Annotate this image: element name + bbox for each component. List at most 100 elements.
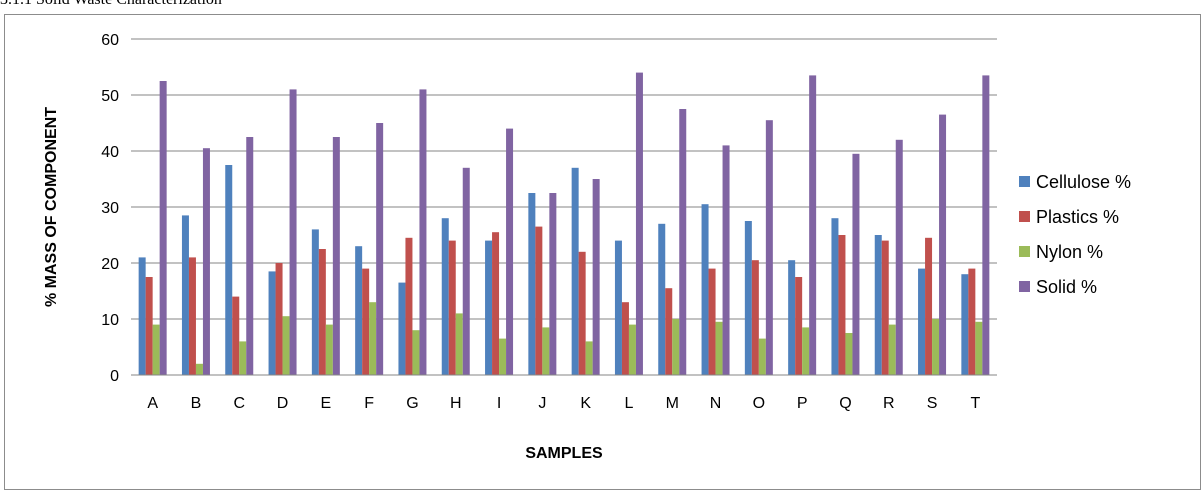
bar — [549, 193, 557, 375]
x-tick-label: K — [580, 395, 591, 412]
bar — [441, 218, 449, 375]
bar — [188, 257, 196, 375]
bar — [765, 120, 773, 375]
bar — [145, 277, 153, 375]
y-tick-label: 0 — [110, 368, 119, 385]
legend-label: Cellulose % — [1036, 172, 1131, 192]
x-tick-label: J — [538, 395, 546, 412]
bar — [332, 137, 340, 375]
legend-swatch — [1019, 176, 1030, 187]
x-axis-title: SAMPLES — [525, 445, 603, 462]
y-tick-label: 40 — [101, 144, 119, 161]
bar — [376, 123, 384, 375]
bar — [492, 232, 500, 375]
y-tick-label: 50 — [101, 88, 119, 105]
bar — [845, 333, 853, 375]
x-tick-label: C — [233, 395, 245, 412]
bar — [708, 268, 716, 375]
x-tick-label: E — [321, 395, 332, 412]
y-axis-ticks: 0 10 20 30 40 50 60 — [101, 32, 119, 385]
bar — [398, 282, 406, 375]
bar — [758, 338, 766, 375]
y-tick-label: 20 — [101, 256, 119, 273]
bar — [809, 75, 817, 376]
bar — [485, 240, 493, 375]
bar — [202, 148, 210, 375]
legend-label: Solid % — [1036, 277, 1097, 297]
bar — [614, 240, 622, 375]
x-tick-label: R — [883, 395, 895, 412]
legend-label: Nylon % — [1036, 242, 1103, 262]
bar — [895, 139, 903, 375]
x-tick-label: S — [927, 395, 938, 412]
bar — [715, 321, 723, 375]
bar — [628, 324, 636, 375]
x-tick-label: G — [406, 395, 418, 412]
bar — [355, 246, 363, 375]
chart-frame: 0 10 20 30 40 50 60 A B C D E F G H I J K L M N O P Q R S T % MAS… — [4, 14, 1201, 490]
bar — [888, 324, 896, 375]
x-tick-label: H — [450, 395, 462, 412]
gridlines — [131, 38, 997, 320]
bar — [275, 263, 283, 375]
bar — [939, 114, 947, 375]
bar — [159, 81, 167, 375]
bar — [325, 324, 333, 375]
x-tick-label: A — [147, 395, 158, 412]
legend-swatch — [1019, 246, 1030, 257]
bar-chart: 0 10 20 30 40 50 60 A B C D E F G H I J K L M N O P Q R S T % MAS… — [43, 32, 1131, 462]
bar — [621, 302, 629, 375]
x-tick-label: P — [797, 395, 808, 412]
bar — [506, 128, 514, 375]
bar — [282, 316, 290, 375]
y-tick-label: 60 — [101, 32, 119, 49]
legend-swatch — [1019, 211, 1030, 222]
bar — [571, 167, 579, 375]
x-tick-label: B — [191, 395, 202, 412]
bar — [874, 235, 882, 375]
bar — [152, 324, 160, 375]
x-axis-ticks: A B C D E F G H I J K L M N O P Q R S T — [147, 395, 980, 412]
bar — [838, 235, 846, 375]
bar — [405, 237, 413, 375]
bar-series — [138, 72, 990, 376]
bar — [239, 341, 247, 375]
x-tick-label: L — [624, 395, 633, 412]
bar — [635, 72, 643, 375]
bar — [448, 240, 456, 375]
section-heading: 3.1.1 Solid Waste Characterization — [0, 0, 222, 9]
bar — [499, 338, 507, 375]
bar — [802, 327, 810, 375]
x-tick-label: I — [497, 395, 501, 412]
bar — [138, 257, 146, 375]
bar — [665, 288, 673, 375]
bar — [578, 251, 586, 375]
bar — [751, 260, 759, 375]
bar — [268, 271, 276, 375]
bar — [788, 260, 796, 375]
bar — [592, 179, 600, 375]
x-tick-label: Q — [839, 395, 851, 412]
x-tick-label: D — [277, 395, 289, 412]
bar — [311, 229, 319, 375]
bar — [852, 153, 860, 375]
bar — [528, 193, 536, 375]
bar — [679, 109, 687, 375]
bar — [246, 137, 254, 375]
legend-swatch — [1019, 281, 1030, 292]
bar — [982, 75, 990, 376]
bar — [369, 302, 377, 375]
bar — [795, 277, 803, 375]
x-tick-label: N — [710, 395, 722, 412]
bar — [225, 165, 233, 375]
x-tick-label: O — [753, 395, 765, 412]
bar — [232, 296, 240, 375]
legend-label: Plastics % — [1036, 207, 1119, 227]
bar — [975, 321, 983, 375]
bar — [918, 268, 926, 375]
bar — [289, 89, 297, 376]
y-axis-title: % MASS OF COMPONENT — [43, 107, 60, 307]
x-tick-label: F — [364, 395, 374, 412]
bar — [195, 363, 203, 375]
bar — [535, 226, 543, 375]
